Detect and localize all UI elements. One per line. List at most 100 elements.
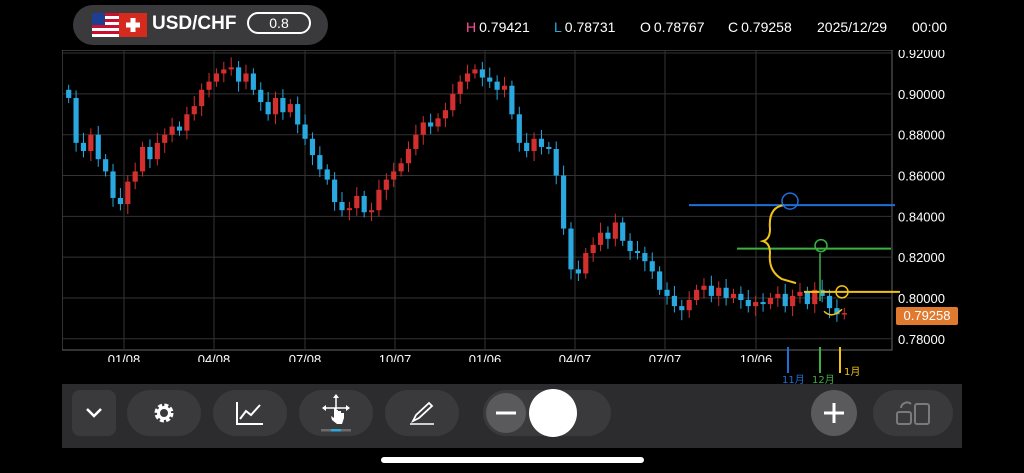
candle-body xyxy=(73,97,79,143)
candle-body xyxy=(790,295,796,307)
pencil-icon xyxy=(410,401,434,425)
zoom-slider[interactable] xyxy=(483,389,611,437)
chart-type-button[interactable] xyxy=(213,390,287,436)
x-tick-label: 04/08 xyxy=(198,352,231,362)
plot-area xyxy=(62,50,893,351)
candle-body xyxy=(834,308,840,315)
candle-body xyxy=(147,146,153,160)
crosshair-button[interactable] xyxy=(299,390,373,436)
candle-body xyxy=(368,210,375,213)
candle-body xyxy=(199,89,205,107)
candle-body xyxy=(760,302,766,305)
candle-body xyxy=(657,271,663,290)
lot-size-badge[interactable]: 0.8 xyxy=(247,12,311,34)
candle-body xyxy=(546,146,552,149)
candle-body xyxy=(597,232,604,245)
candle-body xyxy=(250,73,256,90)
candle-body xyxy=(376,189,382,211)
candle-body xyxy=(664,289,670,296)
candle-body xyxy=(332,179,338,203)
zoom-slider-handle[interactable] xyxy=(529,389,577,437)
candle-body xyxy=(494,81,500,90)
candle-body xyxy=(420,122,426,135)
y-tick-label: 0.82000 xyxy=(898,250,945,265)
candle-body xyxy=(95,134,101,160)
zoom-out-button[interactable] xyxy=(486,393,526,433)
candle-body xyxy=(612,222,618,239)
candle-body xyxy=(413,134,419,149)
candle-body xyxy=(354,195,360,209)
home-indicator xyxy=(381,457,644,463)
current-price-tag: 0.79258 xyxy=(896,307,958,325)
x-tick-label: 07/07 xyxy=(649,352,682,362)
candle-body xyxy=(775,293,781,298)
candle-body xyxy=(66,89,72,98)
candle-body xyxy=(524,142,530,152)
price-chart[interactable]: 0.92000 0.90000 0.88000 0.86000 0.84000 0.820… xyxy=(62,50,962,362)
candle-body xyxy=(464,73,471,82)
candle-body xyxy=(841,313,847,315)
candle-body xyxy=(538,138,545,147)
candle-body xyxy=(804,291,810,305)
candle-body xyxy=(723,287,729,298)
y-tick-label: 0.80000 xyxy=(898,291,945,306)
swiss-flag-icon xyxy=(119,13,147,37)
candle-body xyxy=(620,222,626,241)
candle-body xyxy=(442,110,449,119)
candle-body xyxy=(509,85,515,115)
layout-button[interactable] xyxy=(873,390,953,436)
candle-body xyxy=(553,148,559,176)
candle-body xyxy=(701,285,707,290)
candle-body xyxy=(479,69,485,78)
candle-body xyxy=(605,232,611,239)
candle-body xyxy=(516,114,522,143)
x-tick-label: 10/06 xyxy=(740,352,773,362)
zoom-in-button[interactable] xyxy=(811,390,857,436)
candle-body xyxy=(191,106,197,115)
x-tick-label: 01/06 xyxy=(469,352,502,362)
annotation-circle-blue xyxy=(781,192,799,210)
candle-body xyxy=(324,169,330,180)
candle-body xyxy=(767,297,774,305)
settings-button[interactable] xyxy=(127,390,201,436)
collapse-button[interactable] xyxy=(72,390,116,436)
bottom-toolbar xyxy=(62,384,962,448)
x-tick-label: 07/08 xyxy=(289,352,322,362)
x-tick-label: 04/07 xyxy=(559,352,592,362)
candle-body xyxy=(649,261,655,272)
candle-body xyxy=(590,244,596,254)
candle-body xyxy=(295,104,301,125)
candle-body xyxy=(88,134,94,152)
candle-body xyxy=(568,228,574,270)
candle-body xyxy=(487,77,493,82)
ohlc-high: H 0.79421 xyxy=(466,19,530,35)
plus-icon xyxy=(824,403,844,423)
candle-body xyxy=(80,142,87,152)
candle-body xyxy=(228,67,234,70)
candle-body xyxy=(139,146,146,172)
candle-body xyxy=(103,159,109,172)
candle-body xyxy=(812,289,818,305)
line-chart-icon xyxy=(236,402,263,425)
candle-body xyxy=(280,97,286,113)
ohlc-close: C 0.79258 xyxy=(728,19,792,35)
candle-body xyxy=(162,134,168,143)
candle-body xyxy=(627,240,633,252)
candle-body xyxy=(679,306,685,311)
candle-body xyxy=(287,104,293,113)
candle-body xyxy=(671,295,677,307)
candle-body xyxy=(221,69,227,74)
candle-body xyxy=(154,142,160,160)
candle-body xyxy=(450,93,456,111)
y-tick-label: 0.84000 xyxy=(898,209,945,224)
candle-body xyxy=(693,289,700,300)
candle-body xyxy=(317,155,323,170)
drawing-tool-button[interactable] xyxy=(385,390,459,436)
candle-body xyxy=(213,73,220,82)
candle-body xyxy=(531,138,537,152)
candle-body xyxy=(826,295,833,309)
candle-body xyxy=(309,138,316,156)
ohlc-date: 2025/12/29 xyxy=(817,19,888,35)
annotation-circle-yellow xyxy=(835,285,849,299)
candle-body xyxy=(716,287,722,296)
